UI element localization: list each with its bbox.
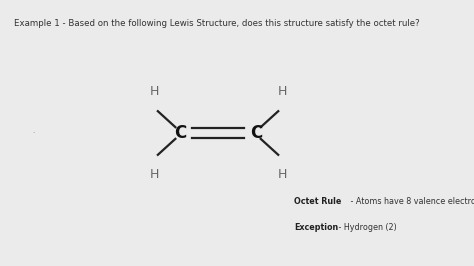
Text: ·: · (32, 130, 34, 136)
Text: H: H (277, 168, 287, 181)
Text: - Hydrogen (2): - Hydrogen (2) (336, 223, 396, 232)
Text: C: C (250, 124, 262, 142)
Text: H: H (149, 85, 159, 98)
Text: Octet Rule: Octet Rule (294, 197, 341, 206)
Text: H: H (277, 85, 287, 98)
Text: H: H (149, 168, 159, 181)
Text: Exception: Exception (294, 223, 338, 232)
Text: Example 1 - Based on the following Lewis Structure, does this structure satisfy : Example 1 - Based on the following Lewis… (14, 19, 420, 28)
Text: - Atoms have 8 valence electrons: - Atoms have 8 valence electrons (348, 197, 474, 206)
Text: C: C (174, 124, 186, 142)
